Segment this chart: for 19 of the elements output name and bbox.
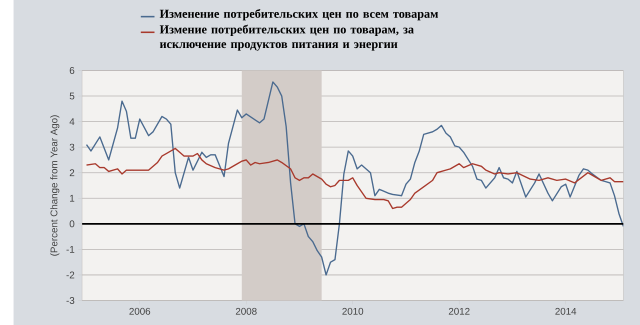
y-tick-label: 1 (70, 194, 74, 202)
x-tick-label: 2008 (236, 308, 257, 315)
y-tick-label: -3 (66, 297, 74, 304)
x-tick-label: 2010 (342, 308, 364, 315)
y-tick-label: 0 (70, 220, 74, 228)
y-tick-label: 5 (70, 92, 74, 100)
y-tick-label: 2 (70, 169, 74, 176)
x-tick-label: 2006 (129, 308, 150, 315)
y-tick-label: 3 (70, 144, 74, 151)
y-tick-label: 4 (70, 118, 74, 125)
legend-label: Изменение потребительских цен по всем товарам (160, 9, 438, 20)
y-tick-label: 6 (70, 67, 74, 74)
y-axis-title: (Percent Change from Year Ago) (50, 115, 60, 256)
legend-label: Измение потребительских цен по товарам, за исключение продуктов питания и энергии (160, 24, 414, 51)
y-tick-label: -2 (66, 272, 74, 278)
line-series (86, 81, 624, 276)
y-tick-label: -1 (66, 246, 74, 253)
x-tick-label: 2014 (555, 308, 576, 315)
x-tick-label: 2012 (448, 308, 470, 315)
